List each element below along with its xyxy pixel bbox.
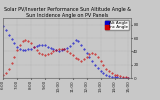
Legend: Alt Angle, Inc Angle: Alt Angle, Inc Angle — [105, 20, 129, 30]
Title: Solar PV/Inverter Performance Sun Altitude Angle & Sun Incidence Angle on PV Pan: Solar PV/Inverter Performance Sun Altitu… — [4, 7, 131, 18]
